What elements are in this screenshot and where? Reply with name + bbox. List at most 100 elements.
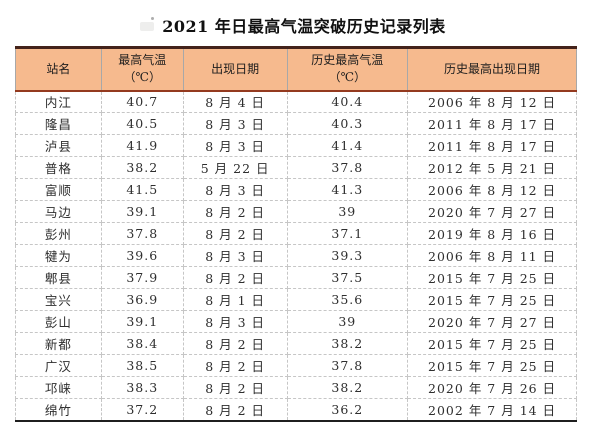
table-cell: 富顺: [15, 178, 102, 201]
table-cell: 40.4: [286, 90, 409, 113]
watermark-artifact-dot: [151, 17, 154, 20]
header-historical-max: 历史最高气温 （℃）: [286, 47, 409, 92]
table-row: 广汉 38.5 8 月 2 日 37.8 2015 年 7 月 25 日: [15, 354, 577, 377]
table-cell: 37.1: [286, 222, 409, 245]
header-max-temp-label: 最高气温: [118, 53, 167, 68]
table-cell: 2011 年 8 月 17 日: [407, 112, 577, 135]
table-cell: 37.8: [100, 222, 184, 245]
table-cell: 38.5: [100, 354, 184, 377]
table-row: 犍为 39.6 8 月 3 日 39.3 2006 年 8 月 11 日: [15, 244, 577, 267]
table-cell: 36.2: [286, 398, 409, 421]
table-cell: 41.4: [286, 134, 409, 157]
table-cell: 39: [286, 310, 409, 333]
table-cell: 2011 年 8 月 17 日: [407, 134, 577, 157]
table-cell: 宝兴: [15, 288, 102, 311]
table-cell: 37.8: [286, 354, 409, 377]
table-cell: 40.7: [100, 90, 184, 113]
header-max-temp-sub: （℃）: [123, 70, 161, 85]
table-cell: 彭州: [15, 222, 102, 245]
table-cell: 2020 年 7 月 26 日: [407, 376, 577, 399]
table-cell: 犍为: [15, 244, 102, 267]
table-cell: 8 月 2 日: [182, 266, 288, 289]
table-cell: 8 月 1 日: [182, 288, 288, 311]
table-cell: 41.9: [100, 134, 184, 157]
table-row: 内江 40.7 8 月 4 日 40.4 2006 年 8 月 12 日: [15, 90, 577, 113]
table-row: 绵竹 37.2 8 月 2 日 36.2 2002 年 7 月 14 日: [15, 398, 577, 421]
table-cell: 8 月 2 日: [182, 376, 288, 399]
table-row: 富顺 41.5 8 月 3 日 41.3 2006 年 8 月 12 日: [15, 178, 577, 201]
table-cell: 37.8: [286, 156, 409, 179]
table-row: 邛崃 38.3 8 月 2 日 38.2 2020 年 7 月 26 日: [15, 376, 577, 399]
table-cell: 37.9: [100, 266, 184, 289]
table-row: 彭州 37.8 8 月 2 日 37.1 2019 年 8 月 16 日: [15, 222, 577, 245]
table-cell: 8 月 2 日: [182, 398, 288, 421]
table-cell: 8 月 3 日: [182, 178, 288, 201]
header-historical-date-label: 历史最高出现日期: [444, 61, 541, 76]
table-header: 站名 最高气温 （℃） 出现日期 历史最高气温 （℃） 历史最高出现日期: [15, 47, 577, 92]
table-cell: 2006 年 8 月 12 日: [407, 90, 577, 113]
table-cell: 38.3: [100, 376, 184, 399]
page-title: 2021 年日最高气温突破历史记录列表: [162, 17, 446, 36]
table-cell: 普格: [15, 156, 102, 179]
table-cell: 2006 年 8 月 11 日: [407, 244, 577, 267]
temperature-records-table: 站名 最高气温 （℃） 出现日期 历史最高气温 （℃） 历史最高出现日期 内江 40.…: [15, 46, 577, 422]
table-cell: 泸县: [15, 134, 102, 157]
table-cell: 37.5: [286, 266, 409, 289]
table-cell: 36.9: [100, 288, 184, 311]
header-historical-max-label: 历史最高气温: [311, 53, 384, 68]
table-cell: 39.1: [100, 310, 184, 333]
table-cell: 8 月 3 日: [182, 310, 288, 333]
header-date: 出现日期: [182, 47, 288, 92]
table-cell: 2015 年 7 月 25 日: [407, 354, 577, 377]
table-cell: 马边: [15, 200, 102, 223]
table-cell: 8 月 2 日: [182, 354, 288, 377]
table-cell: 内江: [15, 90, 102, 113]
table-cell: 2015 年 7 月 25 日: [407, 332, 577, 355]
table-row: 马边 39.1 8 月 2 日 39 2020 年 7 月 27 日: [15, 200, 577, 223]
table-cell: 8 月 2 日: [182, 332, 288, 355]
table-cell: 35.6: [286, 288, 409, 311]
table-cell: 39.3: [286, 244, 409, 267]
table-cell: 郫县: [15, 266, 102, 289]
table-cell: 38.4: [100, 332, 184, 355]
table-cell: 38.2: [100, 156, 184, 179]
table-row: 隆昌 40.5 8 月 3 日 40.3 2011 年 8 月 17 日: [15, 112, 577, 135]
table-cell: 5 月 22 日: [182, 156, 288, 179]
header-date-label: 出现日期: [211, 61, 260, 76]
table-cell: 39.6: [100, 244, 184, 267]
table-cell: 2020 年 7 月 27 日: [407, 200, 577, 223]
table-cell: 8 月 2 日: [182, 200, 288, 223]
table-cell: 39.1: [100, 200, 184, 223]
table-cell: 绵竹: [15, 398, 102, 421]
table-row: 普格 38.2 5 月 22 日 37.8 2012 年 5 月 21 日: [15, 156, 577, 179]
table-row: 宝兴 36.9 8 月 1 日 35.6 2015 年 7 月 25 日: [15, 288, 577, 311]
header-max-temp: 最高气温 （℃）: [100, 47, 184, 92]
table-body: 内江 40.7 8 月 4 日 40.4 2006 年 8 月 12 日隆昌 40.5 8 …: [15, 90, 577, 421]
table-cell: 2002 年 7 月 14 日: [407, 398, 577, 421]
table-cell: 2019 年 8 月 16 日: [407, 222, 577, 245]
table-cell: 41.3: [286, 178, 409, 201]
header-historical-date: 历史最高出现日期: [407, 47, 577, 92]
table-cell: 2012 年 5 月 21 日: [407, 156, 577, 179]
table-cell: 38.2: [286, 332, 409, 355]
table-cell: 8 月 3 日: [182, 244, 288, 267]
header-row: 站名 最高气温 （℃） 出现日期 历史最高气温 （℃） 历史最高出现日期: [15, 47, 577, 92]
table-cell: 8 月 4 日: [182, 90, 288, 113]
table-cell: 邛崃: [15, 376, 102, 399]
table-cell: 2006 年 8 月 12 日: [407, 178, 577, 201]
table-cell: 隆昌: [15, 112, 102, 135]
table-cell: 41.5: [100, 178, 184, 201]
table-cell: 8 月 3 日: [182, 134, 288, 157]
table-cell: 新都: [15, 332, 102, 355]
table-cell: 40.5: [100, 112, 184, 135]
table-cell: 彭山: [15, 310, 102, 333]
table-cell: 39: [286, 200, 409, 223]
table-cell: 8 月 2 日: [182, 222, 288, 245]
table-cell: 8 月 3 日: [182, 112, 288, 135]
table-row: 彭山 39.1 8 月 3 日 39 2020 年 7 月 27 日: [15, 310, 577, 333]
table-cell: 40.3: [286, 112, 409, 135]
table-cell: 2015 年 7 月 25 日: [407, 288, 577, 311]
table-row: 泸县 41.9 8 月 3 日 41.4 2011 年 8 月 17 日: [15, 134, 577, 157]
table-row: 郫县 37.9 8 月 2 日 37.5 2015 年 7 月 25 日: [15, 266, 577, 289]
